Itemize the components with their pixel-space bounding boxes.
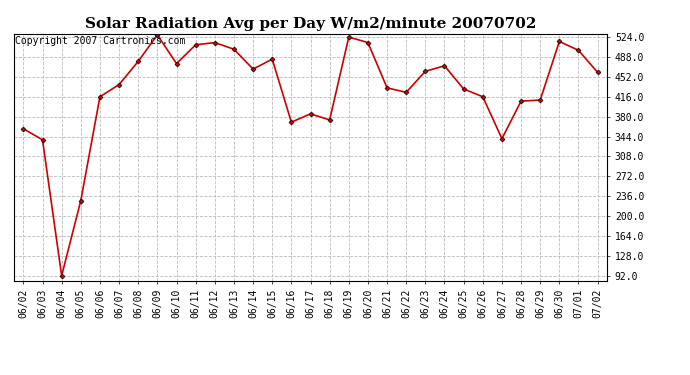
Title: Solar Radiation Avg per Day W/m2/minute 20070702: Solar Radiation Avg per Day W/m2/minute … <box>85 17 536 31</box>
Text: Copyright 2007 Cartronics.com: Copyright 2007 Cartronics.com <box>15 36 186 46</box>
